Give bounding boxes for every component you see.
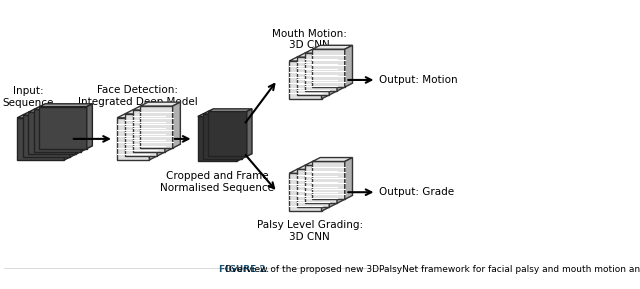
- Polygon shape: [337, 162, 345, 203]
- Polygon shape: [321, 57, 329, 99]
- Polygon shape: [17, 115, 70, 118]
- Bar: [305, 165, 337, 203]
- Bar: [22, 115, 70, 157]
- Polygon shape: [65, 115, 70, 160]
- Polygon shape: [312, 158, 353, 162]
- Polygon shape: [34, 107, 87, 110]
- Polygon shape: [305, 49, 345, 53]
- Text: Palsy Level Grading:
3D CNN: Palsy Level Grading: 3D CNN: [257, 220, 363, 242]
- Polygon shape: [337, 49, 345, 91]
- Polygon shape: [289, 169, 329, 173]
- Polygon shape: [208, 109, 252, 111]
- Text: Face Detection:
Integrated Deep Model: Face Detection: Integrated Deep Model: [77, 85, 197, 107]
- Polygon shape: [289, 57, 329, 61]
- Text: Output: Motion: Output: Motion: [378, 75, 457, 85]
- Polygon shape: [81, 107, 87, 151]
- Polygon shape: [242, 111, 247, 159]
- Bar: [34, 110, 81, 151]
- Polygon shape: [297, 53, 337, 57]
- Polygon shape: [132, 106, 173, 110]
- Text: Input:
Sequence: Input: Sequence: [2, 86, 54, 108]
- Polygon shape: [125, 110, 165, 114]
- Bar: [297, 57, 329, 95]
- Polygon shape: [70, 112, 76, 157]
- Polygon shape: [329, 165, 337, 207]
- Bar: [312, 162, 345, 199]
- Polygon shape: [198, 114, 242, 116]
- Polygon shape: [247, 109, 252, 156]
- Text: Output: Grade: Output: Grade: [378, 187, 454, 197]
- Bar: [28, 112, 76, 154]
- Polygon shape: [22, 112, 76, 115]
- Text: Mouth Motion:
3D CNN: Mouth Motion: 3D CNN: [272, 29, 347, 51]
- Polygon shape: [312, 45, 353, 49]
- Polygon shape: [297, 165, 337, 169]
- Bar: [117, 118, 149, 160]
- Polygon shape: [149, 114, 157, 160]
- Bar: [289, 61, 321, 99]
- Polygon shape: [40, 104, 92, 107]
- Bar: [203, 114, 242, 159]
- Polygon shape: [140, 102, 180, 106]
- Text: Overview of the proposed new 3DPalsyNet framework for facial palsy and mouth mot: Overview of the proposed new 3DPalsyNet …: [220, 265, 640, 274]
- Bar: [17, 118, 65, 160]
- Polygon shape: [28, 110, 81, 112]
- Bar: [40, 107, 87, 149]
- Bar: [297, 169, 329, 207]
- Polygon shape: [345, 45, 353, 87]
- Bar: [140, 106, 173, 148]
- Text: Cropped and Frame
Normalised Sequence: Cropped and Frame Normalised Sequence: [160, 171, 274, 193]
- Bar: [125, 114, 157, 156]
- Polygon shape: [173, 102, 180, 148]
- Bar: [208, 111, 247, 156]
- Polygon shape: [329, 53, 337, 95]
- Bar: [305, 53, 337, 91]
- Polygon shape: [76, 110, 81, 154]
- Polygon shape: [165, 106, 173, 152]
- Polygon shape: [321, 169, 329, 211]
- Bar: [198, 116, 237, 161]
- Bar: [312, 49, 345, 87]
- Bar: [289, 173, 321, 211]
- Polygon shape: [305, 162, 345, 165]
- Polygon shape: [237, 114, 242, 161]
- Polygon shape: [345, 158, 353, 199]
- Polygon shape: [87, 104, 92, 149]
- Polygon shape: [117, 114, 157, 118]
- Bar: [132, 110, 165, 152]
- Polygon shape: [157, 110, 165, 156]
- Text: FIGURE 2.: FIGURE 2.: [220, 265, 269, 274]
- Polygon shape: [203, 111, 247, 114]
